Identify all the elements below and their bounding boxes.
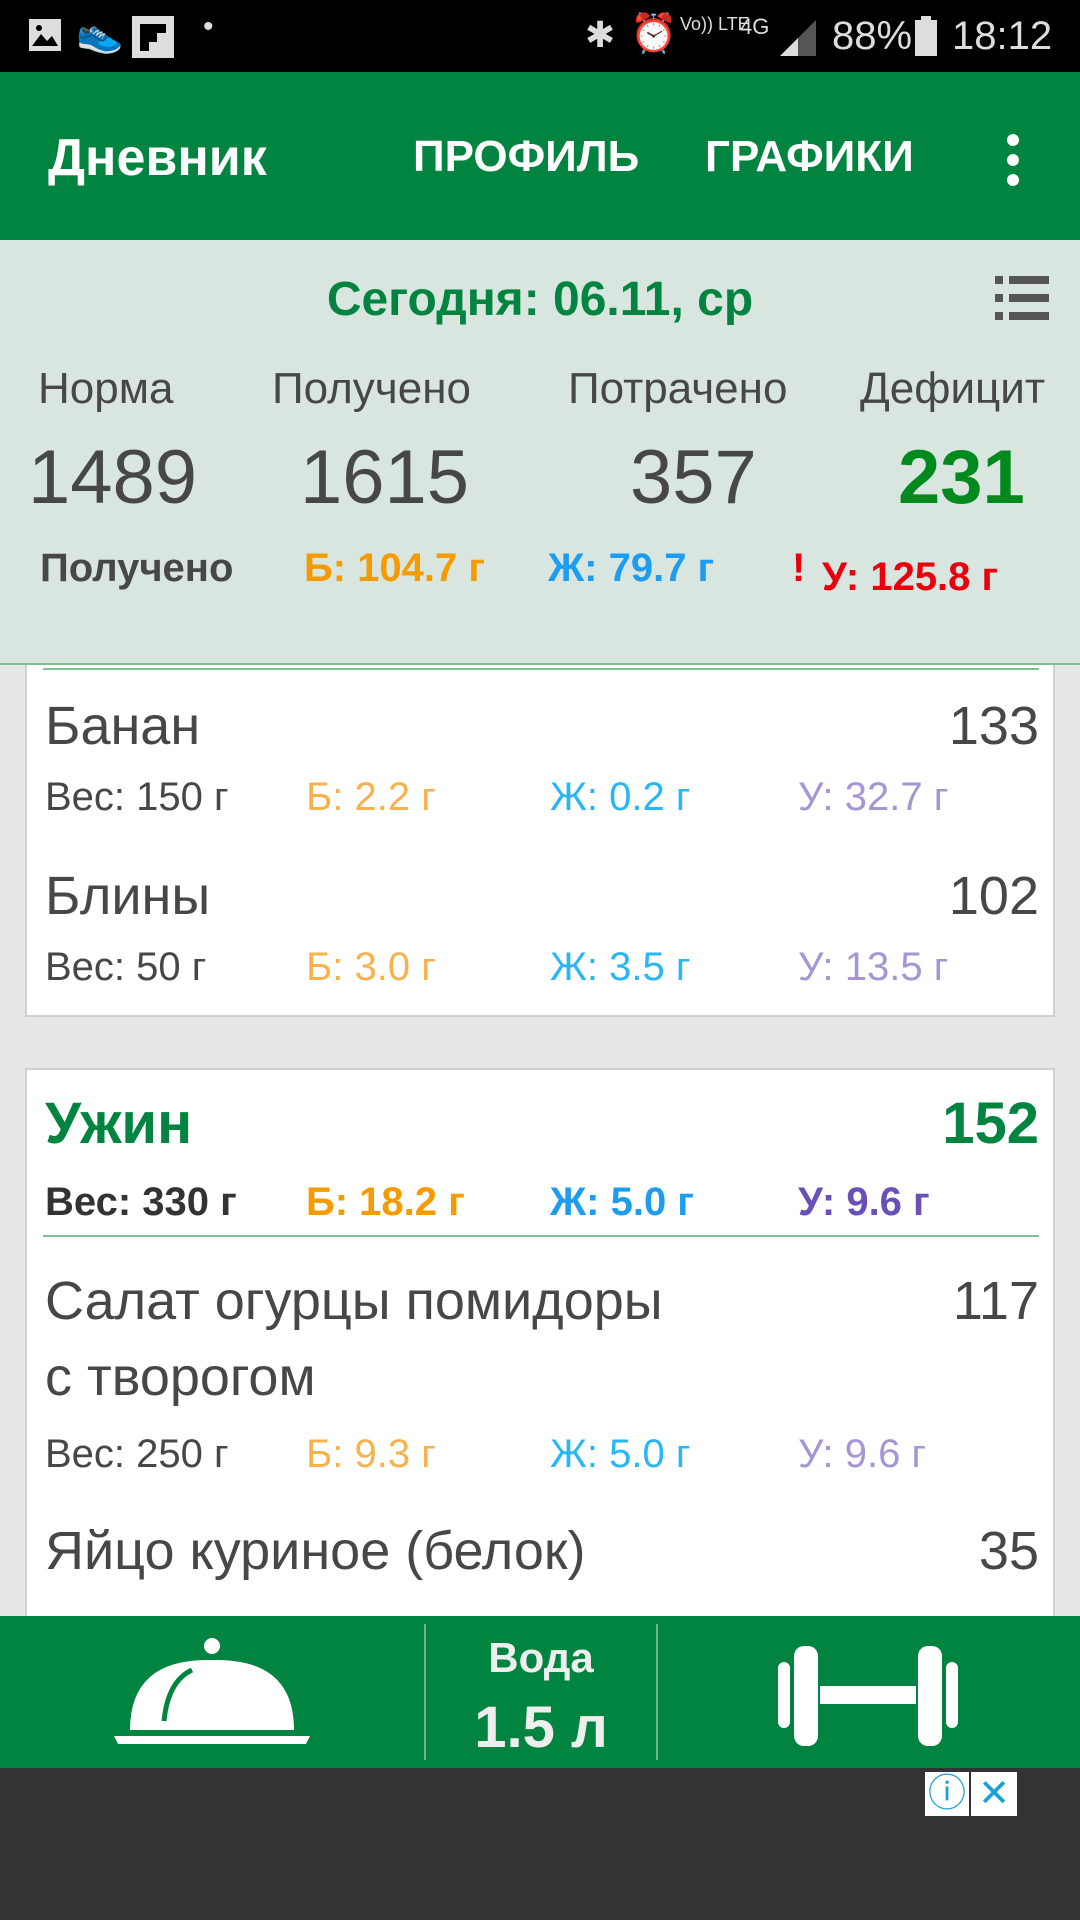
app-bar: Дневник ПРОФИЛЬ ГРАФИКИ [0,72,1080,240]
food-kcal: 133 [948,696,1039,756]
battery-percent: 88% [832,14,913,58]
food-name: Банан [45,696,201,756]
total-carbs: У: 125.8 г [822,555,999,599]
date-title[interactable]: Сегодня: 06.11, ср [326,273,754,326]
dot-icon: • [203,10,214,43]
food-protein: Б: 3.0 г [306,945,436,989]
food-protein: Б: 2.2 г [306,775,436,819]
sneaker-icon: 👟 [76,13,124,55]
bottom-bar: Вода 1.5 л [0,1616,1080,1768]
meal-weight: Вес: 330 г [45,1180,237,1224]
cloche-icon[interactable] [112,1636,312,1746]
info-icon[interactable]: ⓘ [925,1772,969,1816]
divider [656,1624,658,1760]
food-name: Салат огурцы помидоры [45,1271,663,1331]
daily-summary: Сегодня: 06.11, ср Норма Получено Потрач… [0,240,1080,665]
bluetooth-icon: ✱ [585,14,616,55]
food-carbs: У: 9.6 г [798,1432,927,1476]
image-icon [29,19,61,51]
food-name-line2: с творогом [45,1347,316,1407]
carbs-warning: ! [792,546,806,590]
alarm-icon: ⏰ [630,13,678,55]
meal-carbs: У: 9.6 г [798,1180,930,1224]
meal-card-dinner: Ужин 152 Вес: 330 г Б: 18.2 г Ж: 5.0 г У… [25,1068,1055,1668]
flipboard-icon [132,16,174,58]
food-weight: Вес: 250 г [45,1432,229,1476]
divider [43,1235,1039,1237]
app-title: Дневник [48,129,267,187]
meal-card-snack: Банан 133 Вес: 150 г Б: 2.2 г Ж: 0.2 г У… [25,665,1055,1017]
spent-label: Потрачено [568,364,788,413]
norm-value: 1489 [28,435,198,520]
food-kcal: 102 [948,866,1039,926]
meal-kcal: 152 [942,1091,1039,1156]
meal-title: Ужин [45,1091,193,1156]
spent-value: 357 [630,435,757,520]
list-icon[interactable] [995,276,1051,322]
network-type: 4G [740,14,770,39]
battery-icon [915,16,937,56]
food-item[interactable]: Яйцо куриное (белок) 35 [27,1520,1057,1670]
tab-charts[interactable]: ГРАФИКИ [705,132,914,181]
ad-banner[interactable]: ⓘ ✕ [0,1768,1080,1920]
volte-indicator: Vo)) LTE [680,14,750,34]
divider [424,1624,426,1760]
clock: 18:12 [952,14,1053,58]
signal-icon [780,20,816,56]
food-protein: Б: 9.3 г [306,1432,436,1476]
meal-fat: Ж: 5.0 г [550,1180,694,1224]
norm-label: Норма [38,364,174,413]
tab-profile[interactable]: ПРОФИЛЬ [413,132,640,181]
food-carbs: У: 13.5 г [798,945,949,989]
dumbbell-icon[interactable] [778,1646,962,1746]
food-item[interactable]: Блины 102 Вес: 50 г Б: 3.0 г Ж: 3.5 г У:… [27,865,1057,1005]
food-name: Блины [45,866,211,926]
food-item[interactable]: Салат огурцы помидоры с творогом 117 Вес… [27,1270,1057,1490]
meal-protein: Б: 18.2 г [306,1180,465,1224]
water-value: 1.5 л [474,1695,608,1760]
deficit-label: Дефицит [860,364,1045,413]
food-kcal: 117 [952,1271,1039,1331]
status-bar: 👟 • ✱ ⏰ Vo)) LTE 4G 88% 18:12 [0,0,1080,72]
food-carbs: У: 32.7 г [798,775,949,819]
divider [43,668,1039,670]
close-icon[interactable]: ✕ [971,1772,1017,1816]
macros-label: Получено [40,546,234,590]
received-value: 1615 [300,435,470,520]
water-button[interactable]: Вода 1.5 л [426,1616,656,1768]
food-fat: Ж: 3.5 г [550,945,691,989]
more-vert-icon[interactable] [998,132,1028,188]
food-name: Яйцо куриное (белок) [45,1521,586,1581]
received-label: Получено [272,364,471,413]
deficit-value: 231 [898,435,1025,520]
total-protein: Б: 104.7 г [304,546,486,590]
meal-header[interactable]: Ужин 152 Вес: 330 г Б: 18.2 г Ж: 5.0 г У… [27,1070,1057,1235]
food-kcal: 35 [978,1521,1039,1581]
food-weight: Вес: 50 г [45,945,207,989]
food-fat: Ж: 5.0 г [550,1432,691,1476]
food-fat: Ж: 0.2 г [550,775,691,819]
total-fat: Ж: 79.7 г [548,546,715,590]
food-weight: Вес: 150 г [45,775,229,819]
water-label: Вода [488,1634,594,1681]
food-item[interactable]: Банан 133 Вес: 150 г Б: 2.2 г Ж: 0.2 г У… [27,695,1057,835]
